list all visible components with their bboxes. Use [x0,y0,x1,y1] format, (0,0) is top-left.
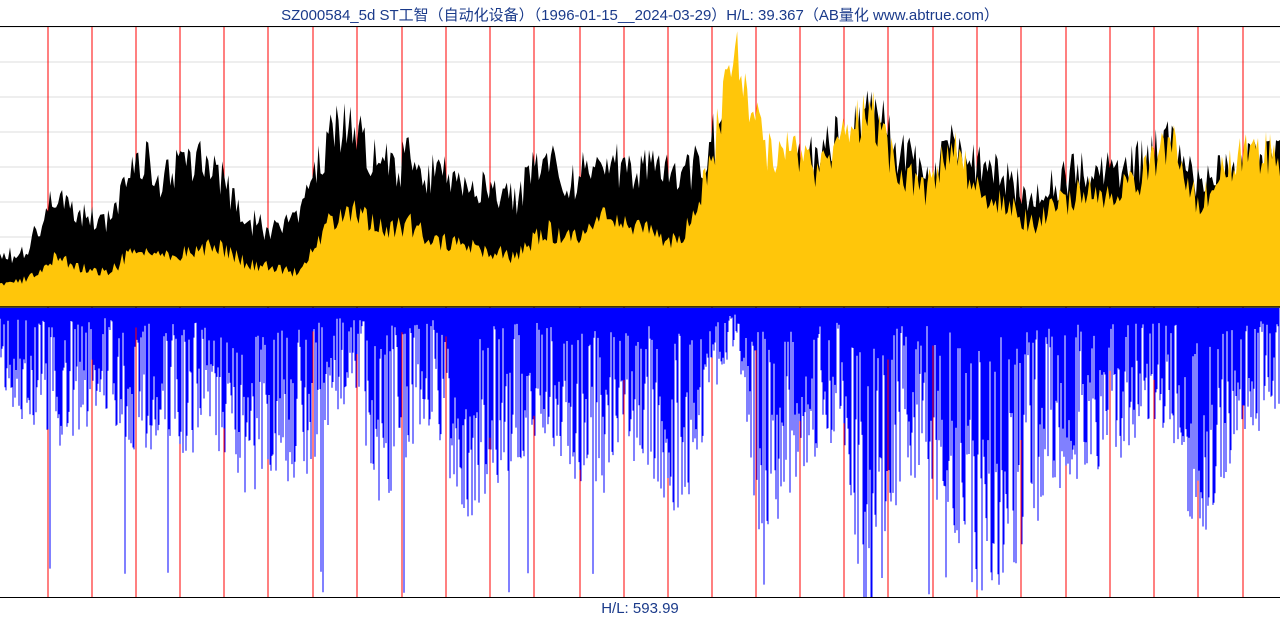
chart-title: SZ000584_5d ST工智（自动化设备）（1996-01-15__2024… [0,0,1280,26]
stock-chart-svg [0,27,1280,597]
bottom-label: H/L: 593.99 [0,598,1280,620]
chart-area [0,26,1280,598]
title-text: SZ000584_5d ST工智（自动化设备）（1996-01-15__2024… [281,7,999,24]
bottom-text: H/L: 593.99 [601,600,679,617]
